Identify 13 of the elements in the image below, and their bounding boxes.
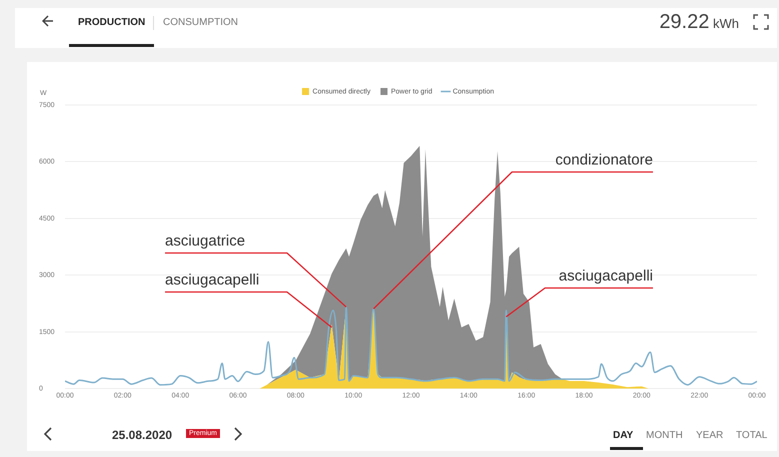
annotation: asciugacapelli	[165, 272, 260, 289]
annotation: asciugacapelli	[558, 268, 653, 285]
annotation: asciugatrice	[165, 232, 246, 250]
line-series	[65, 306, 757, 386]
text: DAY	[613, 430, 634, 441]
text: TOTAL	[736, 430, 768, 441]
text: MONTH	[646, 430, 683, 441]
text: 29.22 kWh	[659, 11, 739, 33]
annotation: condizionatore	[555, 152, 653, 169]
text: YEAR	[696, 430, 724, 441]
text: PRODUCTION	[78, 17, 146, 28]
text: 25.08.2020	[112, 428, 172, 442]
text: CONSUMPTION	[163, 17, 238, 28]
